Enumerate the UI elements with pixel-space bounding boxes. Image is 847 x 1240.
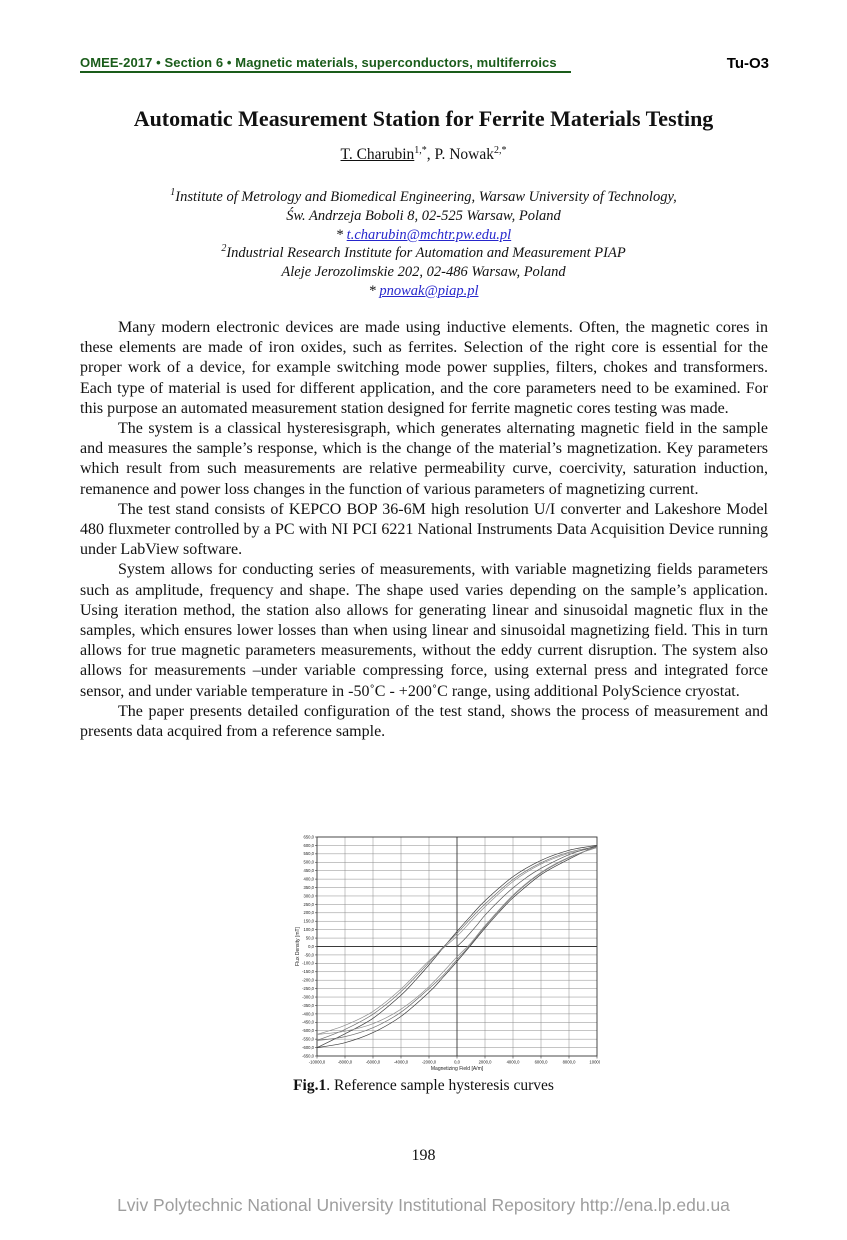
author-separator: , [426, 146, 431, 163]
author-2: P. Nowak [434, 146, 494, 163]
svg-text:-450,0: -450,0 [302, 1020, 315, 1025]
svg-text:100,0: 100,0 [304, 927, 315, 932]
affiliation-2-line-1: 2Industrial Research Institute for Autom… [40, 244, 807, 263]
affiliation-1-line-1: 1Institute of Metrology and Biomedical E… [40, 188, 807, 207]
svg-text:0,0: 0,0 [308, 944, 314, 949]
repository-footer: Lviv Polytechnic National University Ins… [117, 1195, 730, 1215]
affiliation-2-name: Industrial Research Institute for Automa… [226, 245, 626, 262]
paper-title: Automatic Measurement Station for Ferrit… [133, 106, 714, 131]
conference-section-header: OMEE-2017 • Section 6 • Magnetic materia… [80, 55, 571, 73]
author-1: T. Charubin [340, 146, 415, 163]
affiliation-2-superscript: 2 [221, 243, 227, 255]
svg-text:400,0: 400,0 [304, 877, 315, 882]
paragraph-4: System allows for conducting series of m… [80, 561, 768, 700]
affiliation-1-superscript: 1 [170, 187, 176, 199]
svg-text:-550,0: -550,0 [302, 1037, 315, 1042]
loop-3-upper-branch [316, 847, 598, 1035]
svg-text:500,0: 500,0 [304, 860, 315, 865]
svg-text:6000,0: 6000,0 [535, 1060, 548, 1065]
email-1-link[interactable]: t.charubin@mchtr.pw.edu.pl [346, 226, 512, 243]
svg-text:-10000,0: -10000,0 [309, 1060, 326, 1065]
svg-text:2000,0: 2000,0 [479, 1060, 492, 1065]
svg-text:-150,0: -150,0 [302, 969, 315, 974]
svg-text:50,0: 50,0 [306, 935, 315, 940]
svg-text:650,0: 650,0 [304, 834, 315, 839]
authors-line: T. Charubin1,*, P. Nowak2,* [40, 144, 807, 164]
session-code: Tu-O3 [726, 55, 769, 72]
loop-1-lower-branch [316, 845, 598, 1048]
svg-text:200,0: 200,0 [304, 910, 315, 915]
svg-text:300,0: 300,0 [304, 893, 315, 898]
svg-text:Magnetizing Field [A/m]: Magnetizing Field [A/m] [431, 1066, 484, 1072]
svg-text:10000,0: 10000,0 [589, 1060, 600, 1065]
svg-text:-250,0: -250,0 [302, 986, 315, 991]
figure-caption-label: Fig.1 [293, 1077, 327, 1094]
svg-text:0,0: 0,0 [454, 1060, 460, 1065]
svg-text:-350,0: -350,0 [302, 1003, 315, 1008]
loop-2-lower-branch [316, 846, 598, 1041]
page-number: 198 [411, 1147, 436, 1164]
svg-text:-2000,0: -2000,0 [422, 1060, 437, 1065]
affiliation-1-name: Institute of Metrology and Biomedical En… [175, 189, 677, 205]
svg-text:-500,0: -500,0 [302, 1028, 315, 1033]
affiliation-1-line-2: Św. Andrzeja Boboli 8, 02-525 Warsaw, Po… [286, 207, 561, 224]
svg-text:550,0: 550,0 [304, 851, 315, 856]
svg-text:-300,0: -300,0 [302, 994, 315, 999]
svg-text:350,0: 350,0 [304, 885, 315, 890]
svg-text:-600,0: -600,0 [302, 1045, 315, 1050]
email-1-line: * t.charubin@mchtr.pw.edu.pl [40, 226, 807, 245]
svg-text:-50,0: -50,0 [304, 952, 314, 957]
hysteresis-curves-plot: 650,0 600,0 550,0 500,0 450,0 400,0 350,0 300,0… [295, 834, 605, 1072]
svg-text:-400,0: -400,0 [302, 1011, 315, 1016]
figure-caption: Fig.1. Reference sample hysteresis curve… [40, 1077, 807, 1095]
svg-text:-8000,0: -8000,0 [338, 1060, 353, 1065]
abstract-body: Many modern electronic devices are made … [80, 318, 768, 742]
paragraph-3: The test stand consists of KEPCO BOP 36-… [80, 500, 768, 559]
svg-text:-100,0: -100,0 [302, 961, 315, 966]
loop-3-lower-branch [316, 847, 598, 1035]
svg-text:-4000,0: -4000,0 [394, 1060, 409, 1065]
paragraph-2: The system is a classical hysteresisgrap… [80, 420, 768, 498]
svg-text:150,0: 150,0 [304, 919, 315, 924]
author-1-superscript: 1,* [414, 144, 427, 156]
svg-text:250,0: 250,0 [304, 902, 315, 907]
affiliation-2-line-2: Aleje Jerozolimskie 202, 02-486 Warsaw, … [281, 264, 566, 281]
loop-2-upper-branch [316, 846, 598, 1041]
svg-text:-6000,0: -6000,0 [366, 1060, 381, 1065]
svg-text:600,0: 600,0 [304, 843, 315, 848]
initial-magnetization-curve [456, 845, 598, 947]
svg-text:4000,0: 4000,0 [507, 1060, 520, 1065]
paragraph-1: Many modern electronic devices are made … [80, 319, 768, 417]
email-1-star: * [335, 226, 344, 243]
affiliations-block: 1Institute of Metrology and Biomedical E… [40, 188, 807, 301]
svg-text:8000,0: 8000,0 [563, 1060, 576, 1065]
email-2-line: * pnowak@piap.pl [40, 282, 807, 301]
figure-caption-text: . Reference sample hysteresis curves [326, 1077, 554, 1094]
email-2-star: * [368, 282, 376, 299]
svg-text:450,0: 450,0 [304, 868, 315, 873]
loop-1-upper-branch [316, 845, 598, 1048]
figure-1-hysteresis-chart: 650,0 600,0 550,0 500,0 450,0 400,0 350,0 300,0… [294, 832, 605, 1075]
email-2-link[interactable]: pnowak@piap.pl [379, 282, 479, 299]
svg-text:Flux Density [mT]: Flux Density [mT] [295, 926, 301, 966]
paragraph-5: The paper presents detailed configuratio… [80, 702, 768, 741]
svg-text:-650,0: -650,0 [302, 1053, 315, 1058]
page-header: OMEE-2017 • Section 6 • Magnetic materia… [80, 55, 769, 73]
author-2-superscript: 2,* [493, 144, 507, 156]
svg-text:-200,0: -200,0 [302, 978, 315, 983]
